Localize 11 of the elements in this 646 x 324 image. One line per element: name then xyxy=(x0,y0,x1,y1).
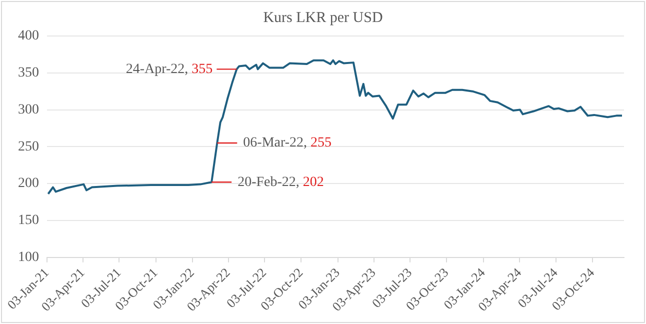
y-tick-label: 400 xyxy=(18,28,39,44)
y-tick-label: 200 xyxy=(18,176,39,192)
y-tick-label: 100 xyxy=(18,250,39,266)
annotation: 24-Apr-22, 355 xyxy=(126,62,213,77)
annotation: 20-Feb-22, 202 xyxy=(238,174,324,190)
y-tick-label: 300 xyxy=(18,102,39,118)
y-tick-label: 150 xyxy=(18,213,39,228)
y-tick-label: 350 xyxy=(18,66,39,81)
chart-title: Kurs LKR per USD xyxy=(262,10,384,27)
y-tick-label: 250 xyxy=(18,139,39,154)
annotation: 06-Mar-22, 255 xyxy=(243,136,332,151)
